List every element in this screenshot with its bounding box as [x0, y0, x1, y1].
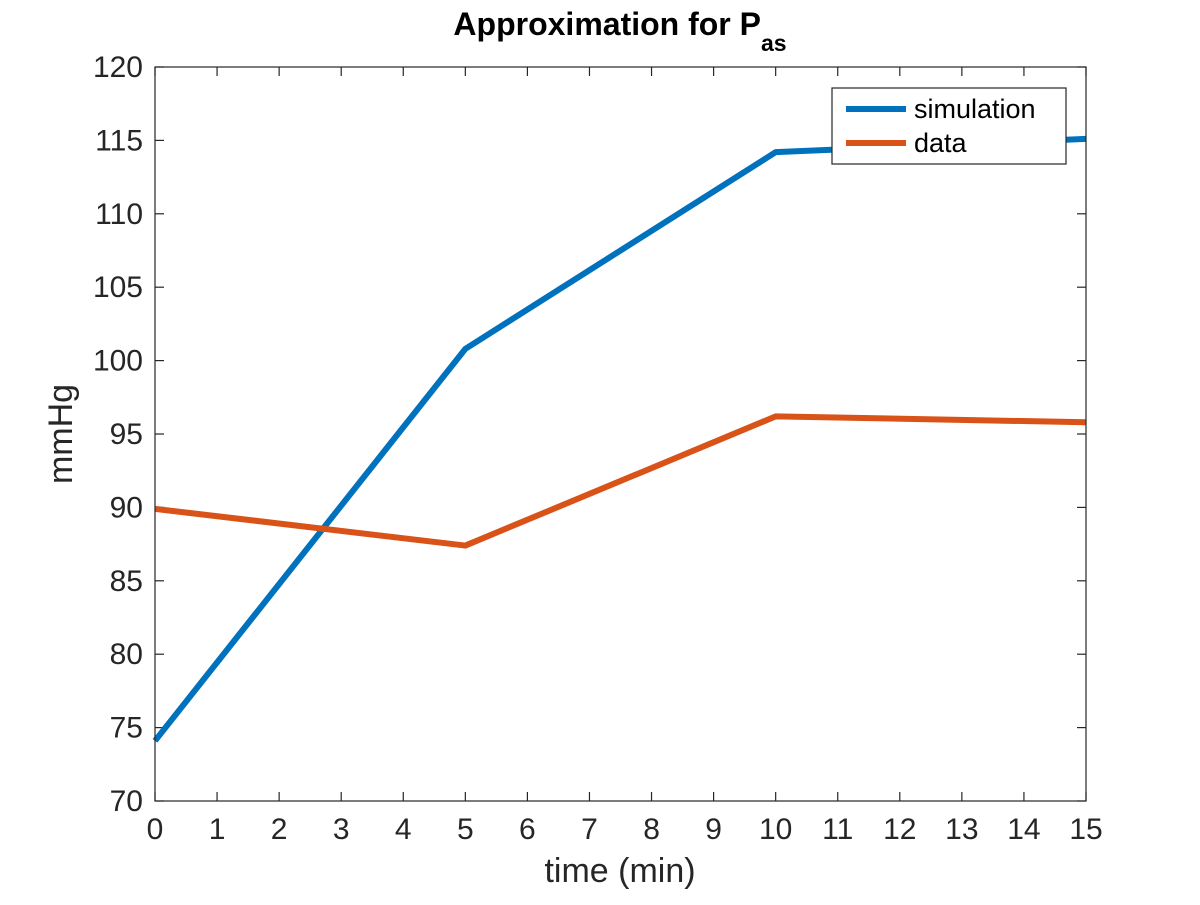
x-tick-label: 12 — [883, 813, 916, 846]
x-tick-label: 6 — [519, 813, 536, 846]
y-axis-label: mmHg — [42, 384, 80, 484]
x-tick-label: 4 — [395, 813, 412, 846]
legend-box — [831, 87, 1067, 165]
y-tick-label: 90 — [110, 491, 143, 524]
x-axis-label: time (min) — [544, 852, 695, 890]
ticks-layer: 0 1 2 3 4 5 6 7 8 9 10 11 12 13 14 15707580859095100105… — [93, 51, 1103, 846]
x-tick-label: 13 — [945, 813, 978, 846]
y-tick-label: 100 — [93, 345, 143, 378]
y-tick-label: 105 — [93, 271, 143, 304]
x-tick-label: 14 — [1007, 813, 1040, 846]
chart-title-subscript: as — [761, 30, 787, 56]
y-tick-label: 110 — [95, 198, 143, 231]
plot-area — [155, 67, 1086, 801]
x-tick-label: 2 — [271, 813, 288, 846]
y-tick-label: 85 — [110, 565, 143, 598]
y-tick-label: 115 — [95, 124, 143, 157]
x-tick-label: 8 — [643, 813, 660, 846]
chart-title-main: Approximation for P — [453, 6, 761, 42]
y-tick-label: 120 — [93, 51, 143, 84]
chart-title: Approximation for Pas — [453, 6, 786, 56]
x-tick-label: 7 — [581, 813, 598, 846]
y-tick-label: 95 — [110, 418, 143, 451]
svg-text:Approximation for Pas: Approximation for Pas — [453, 6, 786, 56]
legend-label-data: data — [914, 128, 968, 158]
x-tick-label: 10 — [759, 813, 792, 846]
series-line-data — [154, 413, 1087, 549]
x-tick-label: 5 — [457, 813, 474, 846]
y-tick-label: 70 — [110, 785, 143, 818]
x-tick-label: 1 — [209, 813, 226, 846]
y-tick-label: 75 — [110, 712, 143, 745]
axes-box — [154, 66, 1087, 802]
x-tick-label: 11 — [822, 813, 853, 846]
x-tick-label: 3 — [333, 813, 350, 846]
legend: simulation data — [831, 87, 1067, 165]
x-tick-label: 0 — [147, 813, 164, 846]
legend-label-simulation: simulation — [914, 94, 1036, 124]
x-tick-label: 9 — [705, 813, 722, 846]
x-tick-label: 15 — [1069, 813, 1102, 846]
y-tick-label: 80 — [110, 638, 143, 671]
